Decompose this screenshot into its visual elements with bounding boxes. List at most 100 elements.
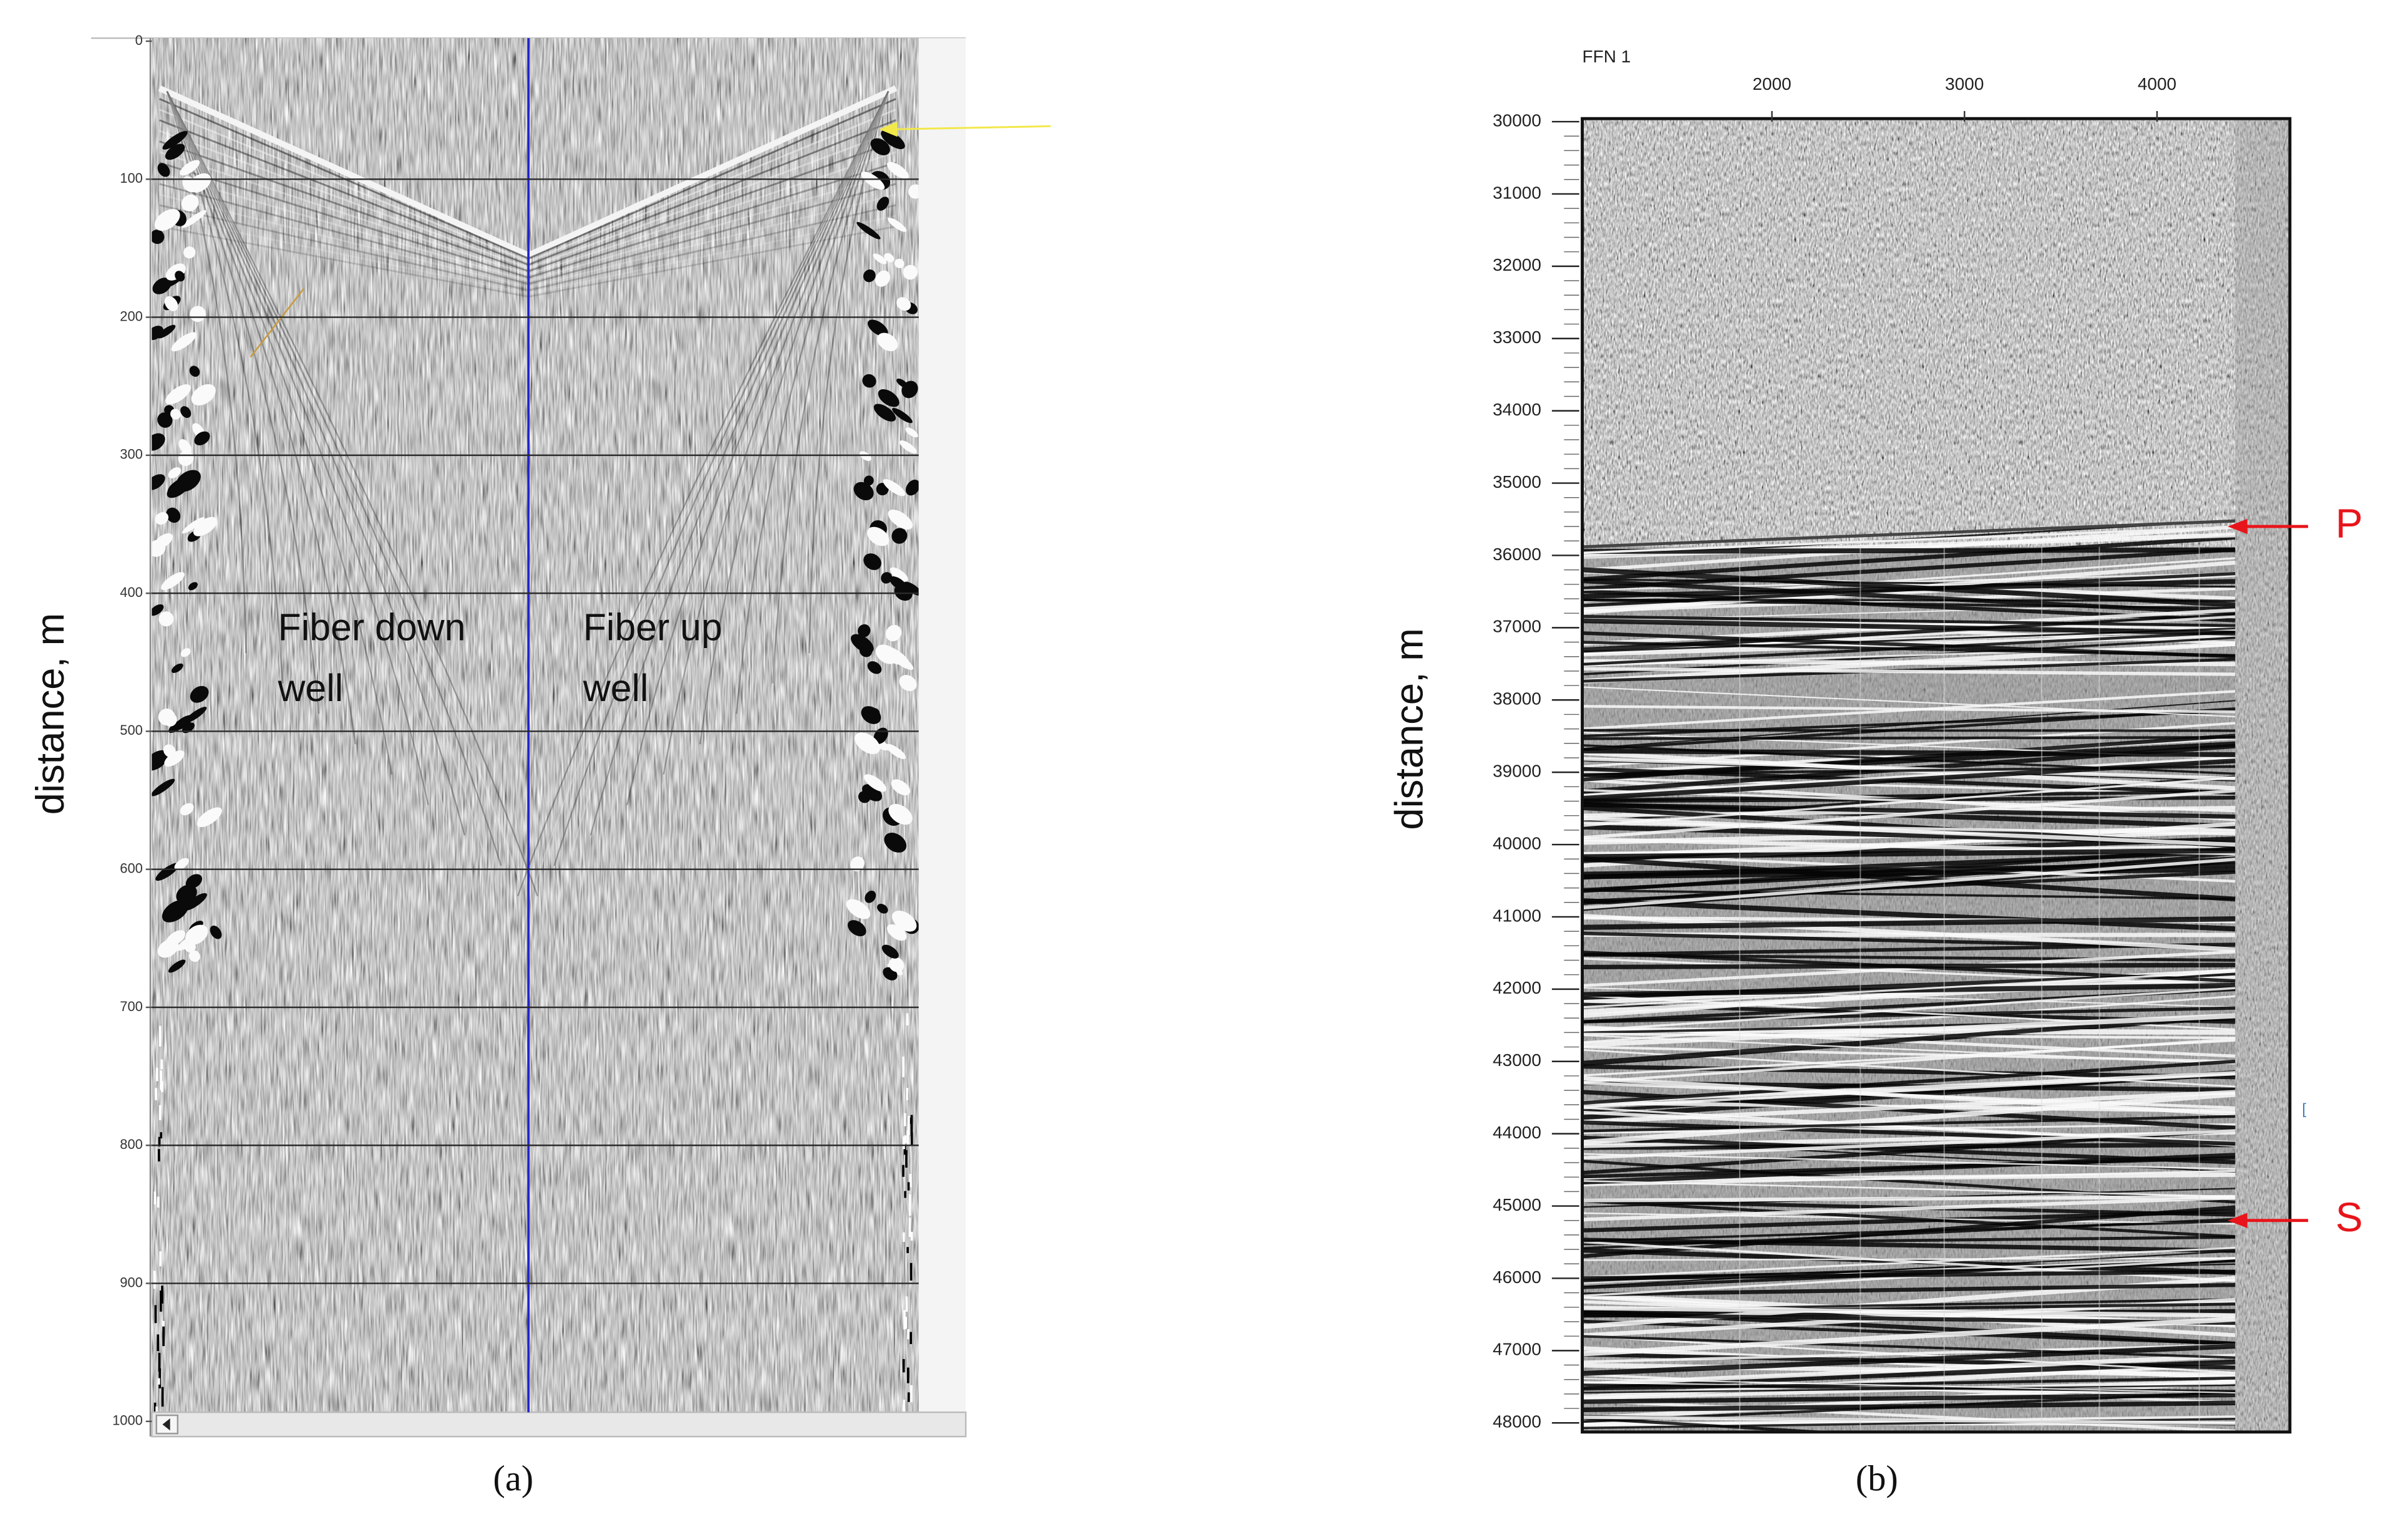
edge-streak — [153, 1402, 157, 1413]
edge-streak — [158, 1378, 160, 1385]
seismic-texture — [1582, 119, 2290, 1432]
reflection — [1582, 850, 2236, 880]
edge-streak — [904, 1191, 906, 1198]
edge-blotch — [867, 526, 890, 546]
edge-blotch — [180, 406, 192, 419]
reflection — [1582, 957, 2236, 987]
edge-streak — [902, 1232, 905, 1242]
reflection — [1582, 618, 2236, 636]
edge-blotch — [184, 707, 207, 724]
edge-blotch — [896, 297, 911, 311]
edge-blotch — [164, 296, 178, 311]
annotation: well — [583, 667, 649, 709]
x-tick-label: 3000 — [1945, 74, 1984, 94]
fan-line — [772, 90, 890, 684]
reflection — [1582, 1064, 2236, 1080]
reflection — [1582, 1160, 2236, 1204]
y-tick-label: 500 — [120, 722, 143, 738]
reflection — [1582, 1153, 2236, 1185]
edge-blotch — [888, 957, 904, 972]
edge-blotch — [903, 581, 919, 596]
edge-blotch — [847, 920, 866, 937]
reflection — [1582, 856, 2236, 902]
edge-blotch — [888, 509, 913, 530]
reflection — [1582, 889, 2236, 900]
scrollbar — [151, 1411, 967, 1438]
reflection — [1582, 1378, 2236, 1394]
reflection — [1582, 1377, 2236, 1391]
reflection — [1582, 1115, 2236, 1133]
edge-streak — [907, 1392, 910, 1402]
y-tick-label: 45000 — [1493, 1195, 1541, 1214]
reflection — [1582, 644, 2236, 667]
y-tick-label: 600 — [120, 860, 143, 876]
edge-blotch — [865, 890, 876, 903]
reflection — [1582, 971, 2236, 1009]
edge-blotch — [157, 324, 176, 339]
edge-blotch — [846, 899, 871, 919]
edge-blotch — [183, 246, 196, 259]
reflection — [1582, 802, 2236, 819]
reflection — [1582, 898, 2236, 932]
reflection — [1582, 858, 2236, 910]
y-tick-label: 700 — [120, 999, 143, 1014]
y-tick-label: 1000 — [112, 1413, 143, 1428]
fan-line — [681, 90, 890, 760]
edge-streak — [903, 1144, 906, 1155]
edge-blotch — [178, 450, 194, 466]
reflection — [1582, 631, 2236, 659]
reflection — [1582, 1219, 2236, 1242]
reflection — [1582, 950, 2236, 987]
edge-streak — [903, 1310, 906, 1330]
edge-blotch — [894, 258, 904, 268]
edge-streak — [907, 1116, 910, 1135]
reflection — [1582, 631, 2236, 666]
edge-blotch — [867, 661, 882, 674]
edge-blotch — [883, 479, 906, 496]
edge-blotch — [885, 646, 909, 664]
reflection — [1582, 987, 2236, 1032]
seismic-image — [152, 38, 919, 1413]
edge-streak — [910, 1115, 913, 1136]
edge-blotch — [896, 378, 908, 388]
x-tick-label: 4000 — [2138, 74, 2176, 94]
edge-blotch — [900, 440, 917, 454]
edge-blotch — [162, 131, 188, 150]
fan-line — [166, 90, 375, 760]
edge-streak — [153, 1271, 156, 1289]
edge-streak — [910, 1385, 913, 1403]
edge-blotch — [164, 750, 185, 767]
edge-blotch — [884, 253, 895, 263]
reflection — [1582, 1312, 2236, 1325]
reflection — [1582, 1398, 2236, 1432]
edge-streak — [154, 1305, 157, 1324]
edge-blotch — [863, 553, 881, 570]
edge-blotch — [877, 332, 898, 352]
edge-blotch — [859, 451, 871, 462]
reflection — [1582, 758, 2236, 801]
edge-blotch — [152, 326, 164, 341]
edge-blotch — [858, 624, 871, 637]
edge-streak — [160, 1059, 163, 1070]
edge-blotch — [878, 389, 900, 407]
edge-blotch — [886, 162, 909, 179]
reflection — [1582, 579, 2236, 616]
edge-blotch — [892, 910, 917, 932]
y-tick-label: 36000 — [1493, 545, 1541, 564]
edge-blotch — [875, 270, 891, 287]
reflection — [1582, 1014, 2236, 1065]
edge-streak — [158, 1025, 162, 1047]
edge-streak — [155, 1088, 157, 1101]
edge-blotch — [877, 904, 888, 914]
edge-streak — [907, 1329, 909, 1340]
edge-streak — [907, 1182, 910, 1191]
fan-line — [166, 90, 502, 866]
reflection — [1582, 535, 2236, 582]
edge-streak — [160, 1291, 162, 1312]
reflection — [1582, 736, 2236, 740]
edge-streak — [906, 1130, 909, 1146]
edge-blotch — [152, 278, 172, 294]
annotation: well — [277, 667, 343, 709]
fan-line — [808, 90, 890, 654]
fan-line — [553, 90, 890, 866]
